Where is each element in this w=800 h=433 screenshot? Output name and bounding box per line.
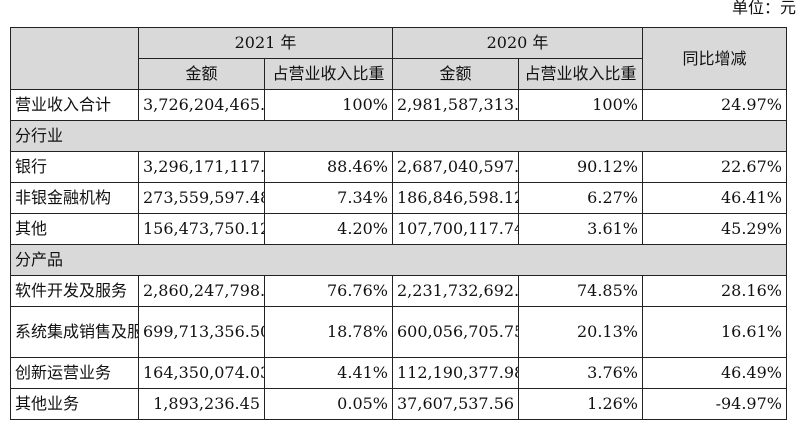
row-name: 软件开发及服务 — [10, 275, 139, 307]
yoy-cell: 46.41% — [642, 182, 787, 214]
yoy-cell: 24.97% — [642, 89, 787, 121]
table-row: 银行 3,296,171,117.84 88.46% 2,687,040,597… — [10, 151, 787, 183]
share-2021-cell: 0.05% — [264, 388, 393, 420]
header-amount-2020: 金额 — [392, 58, 519, 90]
header-amount-2021: 金额 — [138, 58, 265, 90]
share-2021-cell: 88.46% — [264, 151, 393, 183]
yoy-cell: -94.97% — [642, 388, 787, 420]
yoy-cell: 16.61% — [642, 306, 787, 358]
revenue-table: 2021 年 2020 年 同比增减 金额 占营业收入比重 金额 占营业收入比重… — [10, 27, 787, 420]
amount-2020-cell: 107,700,117.74 — [392, 213, 519, 245]
row-name: 非银金融机构 — [10, 182, 139, 214]
amount-2021-cell: 3,726,204,465.44 — [138, 89, 265, 121]
yoy-cell: 45.29% — [642, 213, 787, 245]
section-row-industry: 分行业 — [10, 120, 787, 152]
amount-2021-cell: 156,473,750.12 — [138, 213, 265, 245]
row-name: 其他 — [10, 213, 139, 245]
share-2021-cell: 7.34% — [264, 182, 393, 214]
unit-label: 单位：元 — [731, 0, 796, 17]
amount-2020-cell: 600,056,705.75 — [392, 306, 519, 358]
share-2020-cell: 20.13% — [518, 306, 643, 358]
share-2020-cell: 74.85% — [518, 275, 643, 307]
amount-2020-cell: 2,231,732,692.50 — [392, 275, 519, 307]
section-label-product: 分产品 — [10, 244, 787, 276]
share-2020-cell: 1.26% — [518, 388, 643, 420]
amount-2021-cell: 1,893,236.45 — [138, 388, 265, 420]
share-2020-cell: 90.12% — [518, 151, 643, 183]
table-row-total: 营业收入合计 3,726,204,465.44 100% 2,981,587,3… — [10, 89, 787, 121]
table-row: 创新运营业务 164,350,074.03 4.41% 112,190,377.… — [10, 357, 787, 389]
share-2021-cell: 4.41% — [264, 357, 393, 389]
table-row: 系统集成销售及服务 699,713,356.50 18.78% 600,056,… — [10, 306, 787, 358]
header-row-years: 2021 年 2020 年 同比增减 — [10, 27, 787, 90]
share-2020-cell: 100% — [518, 89, 643, 121]
amount-2020-cell: 2,981,587,313.79 — [392, 89, 519, 121]
amount-2021-cell: 2,860,247,798.46 — [138, 275, 265, 307]
header-share-2021: 占营业收入比重 — [264, 58, 393, 90]
row-name: 其他业务 — [10, 388, 139, 420]
table-row: 其他 156,473,750.12 4.20% 107,700,117.74 3… — [10, 213, 787, 245]
amount-2020-cell: 37,607,537.56 — [392, 388, 519, 420]
share-2021-cell: 76.76% — [264, 275, 393, 307]
header-blank-cell — [10, 27, 139, 90]
row-name: 创新运营业务 — [10, 357, 139, 389]
section-row-product: 分产品 — [10, 244, 787, 276]
amount-2021-cell: 699,713,356.50 — [138, 306, 265, 358]
section-label-industry: 分行业 — [10, 120, 787, 152]
table-row: 非银金融机构 273,559,597.48 7.34% 186,846,598.… — [10, 182, 787, 214]
amount-2021-cell: 3,296,171,117.84 — [138, 151, 265, 183]
yoy-cell: 28.16% — [642, 275, 787, 307]
share-2021-cell: 4.20% — [264, 213, 393, 245]
yoy-cell: 46.49% — [642, 357, 787, 389]
amount-2020-cell: 186,846,598.12 — [392, 182, 519, 214]
yoy-cell: 22.67% — [642, 151, 787, 183]
row-name: 银行 — [10, 151, 139, 183]
amount-2020-cell: 112,190,377.98 — [392, 357, 519, 389]
header-share-2020: 占营业收入比重 — [518, 58, 643, 90]
header-year-2021: 2021 年 — [138, 27, 393, 59]
header-row-metrics: 金额 占营业收入比重 金额 占营业收入比重 — [11, 58, 787, 90]
row-name: 营业收入合计 — [10, 89, 139, 121]
row-name: 系统集成销售及服务 — [10, 306, 139, 358]
amount-2021-cell: 164,350,074.03 — [138, 357, 265, 389]
share-2021-cell: 100% — [264, 89, 393, 121]
share-2021-cell: 18.78% — [264, 306, 393, 358]
share-2020-cell: 3.76% — [518, 357, 643, 389]
amount-2021-cell: 273,559,597.48 — [138, 182, 265, 214]
header-year-2020: 2020 年 — [392, 27, 643, 59]
header-yoy: 同比增减 — [642, 27, 787, 90]
share-2020-cell: 6.27% — [518, 182, 643, 214]
amount-2020-cell: 2,687,040,597.93 — [392, 151, 519, 183]
share-2020-cell: 3.61% — [518, 213, 643, 245]
table-row: 软件开发及服务 2,860,247,798.46 76.76% 2,231,73… — [10, 275, 787, 307]
table-row: 其他业务 1,893,236.45 0.05% 37,607,537.56 1.… — [10, 388, 787, 420]
